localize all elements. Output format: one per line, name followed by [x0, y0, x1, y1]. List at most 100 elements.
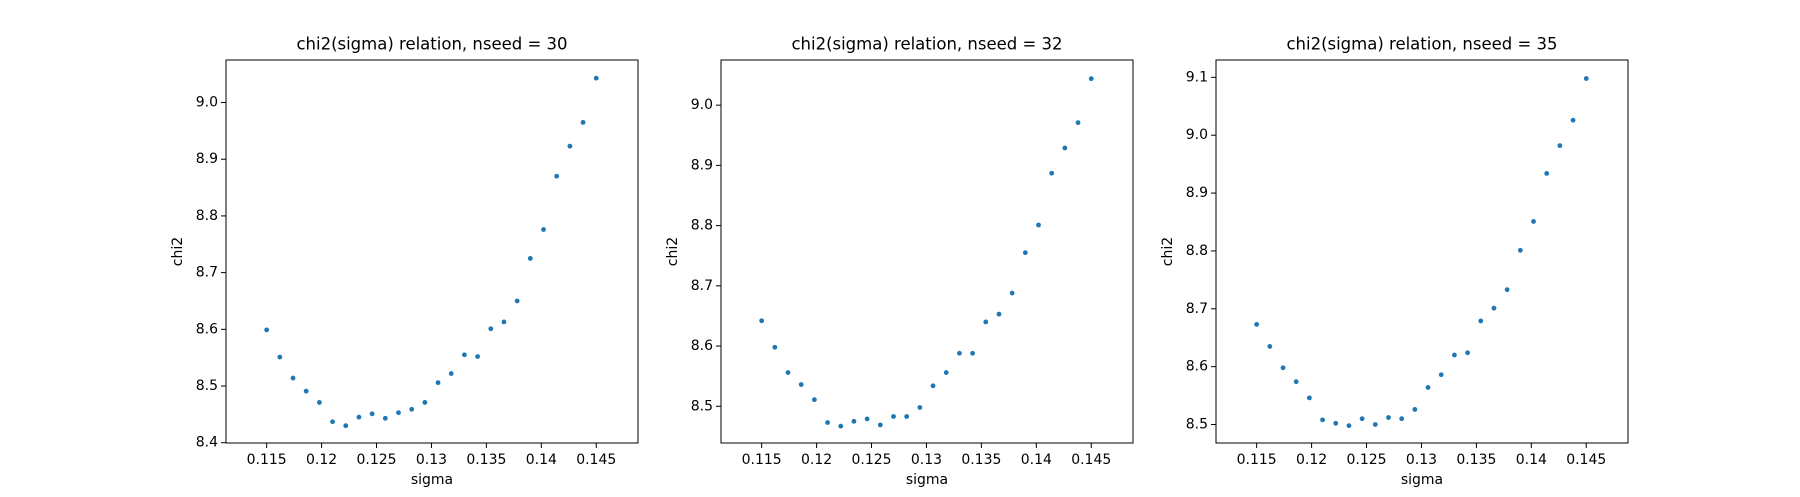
- point: [1557, 143, 1563, 149]
- y-tick-label: 8.7: [1186, 301, 1208, 317]
- point: [1399, 416, 1405, 422]
- point: [580, 119, 586, 125]
- y-tick-label: 8.9: [196, 151, 218, 167]
- x-tick-label: 0.135: [466, 452, 506, 468]
- y-tick-label: 9.0: [1186, 127, 1208, 143]
- point: [1088, 76, 1094, 82]
- point: [277, 354, 283, 360]
- point: [541, 227, 546, 232]
- y-axis-label: chi2: [1160, 237, 1176, 266]
- point: [1022, 250, 1028, 256]
- x-tick-label: 0.145: [576, 452, 616, 468]
- point: [343, 423, 349, 429]
- point: [1333, 420, 1339, 426]
- point: [422, 400, 428, 405]
- point: [864, 416, 870, 422]
- point: [970, 350, 975, 356]
- chart-title: chi2(sigma) relation, nseed = 30: [296, 35, 567, 54]
- point: [1491, 305, 1497, 311]
- point: [1280, 365, 1286, 371]
- point: [1009, 290, 1015, 296]
- point: [811, 397, 817, 403]
- point: [1531, 219, 1536, 224]
- y-tick-label: 8.5: [691, 398, 713, 414]
- x-axis-label: sigma: [411, 472, 453, 488]
- x-tick-label: 0.14: [526, 452, 557, 468]
- point: [316, 400, 322, 405]
- point: [1438, 372, 1444, 378]
- point: [1075, 120, 1081, 126]
- y-tick-label: 8.4: [196, 435, 218, 451]
- point: [1306, 395, 1312, 401]
- y-tick-label: 8.7: [196, 265, 218, 281]
- y-tick-label: 8.8: [196, 208, 218, 224]
- chart-title: chi2(sigma) relation, nseed = 32: [791, 35, 1062, 54]
- point: [983, 319, 989, 325]
- y-tick-label: 8.7: [691, 278, 713, 294]
- chart-title: chi2(sigma) relation, nseed = 35: [1286, 35, 1557, 54]
- point: [772, 344, 778, 350]
- point: [825, 420, 830, 425]
- point: [1583, 76, 1589, 81]
- y-tick-label: 9.0: [691, 97, 713, 113]
- point: [1267, 343, 1273, 349]
- point: [501, 319, 507, 325]
- y-tick-label: 8.9: [691, 157, 713, 173]
- point: [798, 382, 804, 387]
- point: [514, 298, 520, 304]
- point: [1544, 170, 1550, 176]
- point: [943, 370, 949, 375]
- y-tick-label: 8.8: [691, 218, 713, 234]
- y-axis-label: chi2: [170, 237, 186, 266]
- plot-frame: [720, 59, 1134, 444]
- point: [1504, 287, 1510, 293]
- x-axis-label: sigma: [906, 472, 948, 488]
- point: [1049, 170, 1055, 176]
- x-tick-label: 0.14: [1516, 452, 1547, 468]
- point: [851, 418, 857, 424]
- point: [475, 354, 480, 359]
- x-tick-label: 0.13: [1406, 452, 1437, 468]
- point: [785, 370, 791, 375]
- point: [382, 415, 388, 421]
- point: [435, 380, 441, 386]
- x-axis-label: sigma: [1401, 472, 1443, 488]
- point: [957, 350, 962, 356]
- point: [567, 143, 573, 149]
- point: [904, 414, 910, 419]
- point: [1372, 422, 1378, 427]
- plot-frame: [225, 59, 639, 444]
- point: [930, 383, 936, 389]
- x-tick-label: 0.125: [1346, 452, 1386, 468]
- point: [1293, 379, 1299, 385]
- point: [1036, 222, 1041, 228]
- point: [1425, 385, 1431, 390]
- point: [1412, 407, 1418, 412]
- point: [1465, 350, 1470, 356]
- y-tick-label: 8.6: [1186, 359, 1208, 375]
- point: [759, 318, 765, 324]
- x-tick-label: 0.14: [1021, 452, 1052, 468]
- point: [1346, 423, 1352, 429]
- y-tick-label: 8.8: [1186, 243, 1208, 259]
- point: [462, 352, 467, 358]
- x-tick-label: 0.145: [1071, 452, 1111, 468]
- point: [1062, 145, 1068, 151]
- y-tick-label: 8.5: [196, 378, 218, 394]
- point: [303, 388, 309, 394]
- plot-frame: [1215, 59, 1629, 444]
- x-tick-label: 0.125: [356, 452, 396, 468]
- y-axis-label: chi2: [665, 237, 681, 266]
- point: [369, 411, 375, 417]
- y-tick-label: 9.1: [1186, 69, 1208, 85]
- point: [1320, 417, 1325, 423]
- point: [1452, 352, 1457, 358]
- point: [409, 406, 415, 412]
- point: [996, 311, 1002, 317]
- point: [891, 414, 896, 419]
- point: [1254, 321, 1260, 327]
- y-tick-label: 9.0: [196, 95, 218, 111]
- x-tick-label: 0.135: [961, 452, 1001, 468]
- point: [264, 327, 270, 333]
